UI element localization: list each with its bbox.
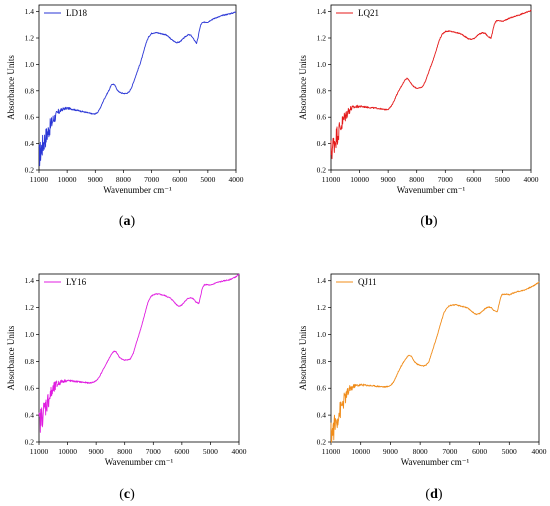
x-tick-label: 4000 (232, 447, 247, 456)
y-tick-label: 0.4 (317, 139, 327, 148)
x-axis-label: Wavenumber cm⁻¹ (103, 185, 172, 195)
y-tick-label: 1.0 (317, 60, 327, 69)
y-tick-label: 1.2 (25, 34, 35, 43)
x-tick-label: 6000 (466, 175, 481, 184)
caption-a-letter: a (123, 214, 131, 229)
x-tick-label: 10000 (351, 447, 370, 456)
y-tick-label: 0.6 (317, 113, 327, 122)
plot-frame (38, 4, 237, 171)
x-tick-label: 11000 (30, 447, 49, 456)
y-tick-label: 1.2 (317, 303, 327, 312)
plot-frame (330, 4, 532, 171)
x-tick-label: 5000 (502, 447, 517, 456)
y-tick-label: 1.4 (25, 7, 35, 16)
x-tick-label: 7000 (438, 175, 453, 184)
x-tick-label: 7000 (442, 447, 457, 456)
x-tick-label: 10000 (350, 175, 369, 184)
caption-b: (b) (420, 214, 438, 229)
x-tick-label: 7000 (144, 175, 159, 184)
y-tick-label: 1.2 (317, 34, 327, 43)
x-tick-label: 9000 (89, 447, 104, 456)
x-tick-label: 7000 (146, 447, 161, 456)
x-tick-label: 8000 (117, 447, 132, 456)
x-axis-label: Wavenumber cm⁻¹ (401, 457, 470, 467)
x-tick-label: 4000 (524, 175, 539, 184)
x-tick-label: 9000 (381, 175, 396, 184)
x-tick-label: 4000 (229, 175, 244, 184)
x-tick-label: 10000 (58, 447, 77, 456)
x-tick-label: 4000 (532, 447, 547, 456)
y-tick-label: 0.2 (25, 438, 35, 447)
y-tick-label: 1.2 (25, 303, 35, 312)
series-line-ld18 (38, 11, 237, 167)
y-tick-label: 1.0 (25, 330, 35, 339)
x-tick-label: 10000 (58, 175, 77, 184)
x-tick-label: 5000 (203, 447, 218, 456)
x-axis-label: Wavenumber cm⁻¹ (397, 185, 466, 195)
y-axis-label: Absorbance Units (6, 55, 16, 120)
series-line-ly16 (38, 273, 240, 433)
x-tick-label: 8000 (413, 447, 428, 456)
y-tick-label: 0.6 (25, 113, 35, 122)
x-tick-label: 9000 (383, 447, 398, 456)
legend-label: LQ21 (358, 8, 379, 18)
y-tick-label: 0.4 (25, 139, 35, 148)
x-tick-label: 5000 (200, 175, 215, 184)
y-tick-label: 0.2 (317, 166, 327, 175)
caption-c: (c) (119, 487, 135, 502)
y-axis-label: Absorbance Units (298, 325, 308, 390)
y-tick-label: 0.4 (25, 411, 35, 420)
series-line-lq21 (330, 9, 532, 160)
y-tick-label: 0.8 (317, 357, 327, 366)
y-tick-label: 0.4 (317, 411, 327, 420)
y-tick-label: 1.0 (317, 330, 327, 339)
x-axis-label: Wavenumber cm⁻¹ (105, 457, 174, 467)
chart-panel-b: 11000 10000 9000 8000 7000 6000 5000 4000 0.2 0.4… (298, 4, 539, 195)
y-tick-label: 1.4 (25, 276, 35, 285)
chart-panel-d: 11000 10000 9000 8000 7000 6000 5000 4000 0.2 0.4… (298, 273, 547, 467)
y-tick-label: 0.2 (25, 166, 35, 175)
y-tick-label: 0.8 (317, 86, 327, 95)
x-tick-label: 8000 (409, 175, 424, 184)
plot-frame (330, 273, 540, 443)
legend-label: LD18 (66, 8, 87, 18)
caption-d-letter: d (430, 487, 438, 502)
x-tick-label: 11000 (30, 175, 49, 184)
y-tick-label: 0.6 (25, 384, 35, 393)
chart-panel-a: 11000 10000 9000 8000 7000 6000 5000 4000 0.2 0.4… (6, 4, 244, 195)
x-tick-label: 8000 (116, 175, 131, 184)
chart-panel-c: 11000 10000 9000 8000 7000 6000 5000 4000 0.2 0.4… (6, 273, 247, 467)
x-tick-label: 11000 (322, 175, 341, 184)
series-line-qj11 (330, 281, 540, 443)
y-axis-label: Absorbance Units (298, 55, 308, 120)
y-tick-label: 0.8 (25, 86, 35, 95)
y-axis-label: Absorbance Units (6, 325, 16, 390)
y-tick-label: 0.2 (317, 438, 327, 447)
plot-frame (38, 273, 240, 443)
caption-c-letter: c (123, 487, 131, 502)
y-tick-label: 1.4 (317, 276, 327, 285)
x-tick-label: 9000 (88, 175, 103, 184)
caption-d: (d) (425, 487, 443, 502)
x-tick-label: 5000 (495, 175, 510, 184)
caption-b-letter: b (425, 214, 433, 229)
y-tick-label: 1.0 (25, 60, 35, 69)
x-tick-label: 11000 (322, 447, 341, 456)
x-tick-label: 6000 (172, 175, 187, 184)
x-tick-label: 6000 (174, 447, 189, 456)
x-tick-label: 6000 (472, 447, 487, 456)
caption-a: (a) (118, 214, 136, 229)
legend-label: QJ11 (358, 277, 377, 287)
y-tick-label: 0.8 (25, 357, 35, 366)
y-tick-label: 0.6 (317, 384, 327, 393)
legend-label: LY16 (66, 277, 87, 287)
y-tick-label: 1.4 (317, 7, 327, 16)
